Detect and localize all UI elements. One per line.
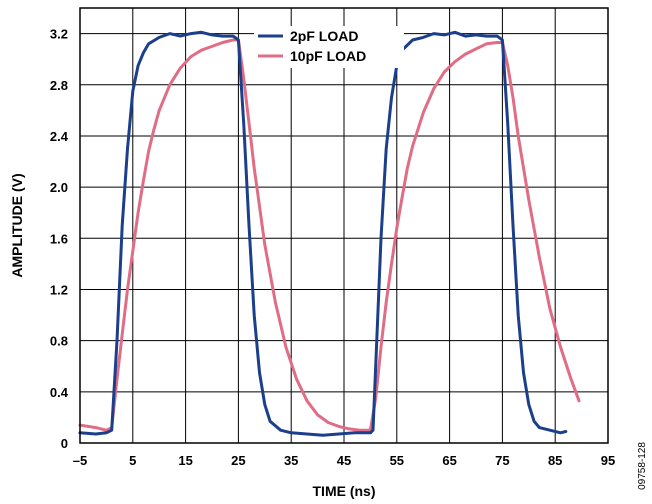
legend: 2pF LOAD 10pF LOAD	[254, 26, 404, 68]
y-tick-label: 2.4	[50, 129, 69, 144]
y-tick-label: 3.2	[50, 27, 68, 42]
x-tick-label: 25	[231, 453, 245, 468]
x-tick-label: 15	[178, 453, 192, 468]
legend-label-10pf: 10pF LOAD	[290, 48, 366, 64]
y-tick-label: 2.8	[50, 78, 68, 93]
series-line-10pf	[78, 38, 581, 432]
x-axis-title: TIME (ns)	[313, 483, 376, 499]
y-tick-label: 1.2	[50, 282, 68, 297]
x-tick-label: 75	[495, 453, 509, 468]
legend-label-2pf: 2pF LOAD	[290, 28, 358, 44]
y-tick-label: 0	[61, 436, 68, 451]
y-tick-label: 2.0	[50, 180, 68, 195]
legend-background	[254, 26, 404, 68]
x-tick-label: 35	[284, 453, 298, 468]
x-tick-label: 5	[129, 453, 136, 468]
plot-frame	[79, 7, 609, 444]
series-line-2pf	[78, 30, 568, 437]
y-tick-label: 0.8	[50, 334, 68, 349]
x-tick-labels: –5 5 15 25 35 45 55 65 75 85 95	[73, 453, 615, 468]
x-tick-label: 85	[548, 453, 562, 468]
x-tick-label: 65	[442, 453, 456, 468]
x-tick-label: 95	[601, 453, 615, 468]
figure-id: 09758-128	[637, 442, 648, 490]
y-axis-title: AMPLITUDE (V)	[9, 173, 25, 277]
x-tick-label: 55	[390, 453, 404, 468]
y-tick-label: 1.6	[50, 231, 68, 246]
y-tick-label: 0.4	[50, 385, 69, 400]
series-layer	[78, 30, 581, 437]
grid-lines	[79, 8, 609, 444]
x-tick-label: 45	[337, 453, 351, 468]
y-tick-labels: 0 0.4 0.8 1.2 1.6 2.0 2.4 2.8 3.2	[50, 27, 69, 451]
x-tick-label: –5	[73, 453, 87, 468]
